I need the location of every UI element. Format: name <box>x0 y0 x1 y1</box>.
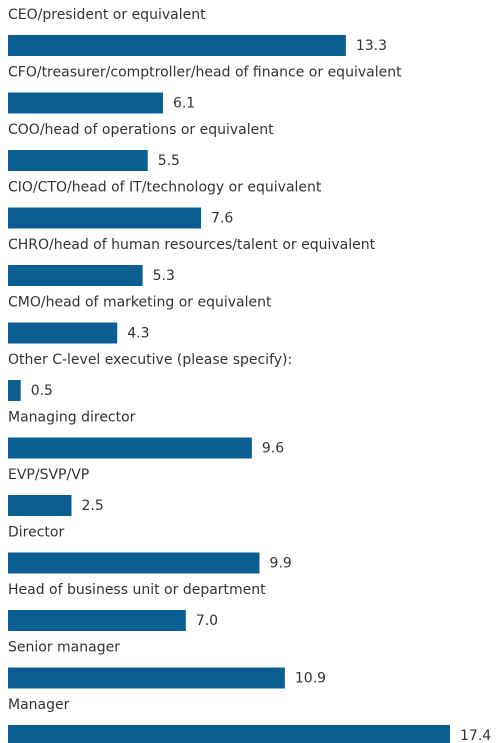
category-label: EVP/SVP/VP <box>8 467 89 483</box>
category-label: CHRO/head of human resources/talent or e… <box>8 237 376 253</box>
bar <box>8 437 252 459</box>
bar <box>8 380 21 401</box>
bar <box>8 495 72 516</box>
value-label: 2.5 <box>82 498 104 514</box>
category-label: CEO/president or equivalent <box>8 7 206 23</box>
value-label: 9.9 <box>269 556 291 572</box>
value-label: 5.3 <box>153 268 175 284</box>
value-label: 7.0 <box>196 613 218 629</box>
value-label: 7.6 <box>211 211 233 227</box>
category-label: CMO/head of marketing or equivalent <box>8 295 272 311</box>
value-label: 5.5 <box>158 153 180 169</box>
category-label: CFO/treasurer/comptroller/head of financ… <box>8 65 402 81</box>
bar <box>8 265 143 286</box>
value-label: 17.4 <box>460 728 491 743</box>
category-label: Managing director <box>8 410 136 426</box>
value-label: 13.3 <box>356 38 387 54</box>
value-label: 10.9 <box>295 671 326 687</box>
value-label: 9.6 <box>262 441 284 457</box>
category-label: Head of business unit or department <box>8 582 266 598</box>
bar <box>8 610 186 631</box>
value-label: 4.3 <box>127 326 149 342</box>
category-label: Senior manager <box>8 640 120 656</box>
bar <box>8 92 163 114</box>
bar <box>8 35 346 56</box>
bar <box>8 667 285 689</box>
bar <box>8 725 450 743</box>
category-label: CIO/CTO/head of IT/technology or equival… <box>8 180 322 196</box>
bar <box>8 150 148 171</box>
value-label: 6.1 <box>173 96 195 112</box>
category-label: Director <box>8 525 64 541</box>
bar <box>8 207 202 229</box>
category-label: Other C-level executive (please specify)… <box>8 352 292 368</box>
value-label: 0.5 <box>31 383 53 399</box>
category-label: Manager <box>8 697 70 713</box>
bar <box>8 322 118 344</box>
bar <box>8 552 260 574</box>
category-label: COO/head of operations or equivalent <box>8 122 274 138</box>
